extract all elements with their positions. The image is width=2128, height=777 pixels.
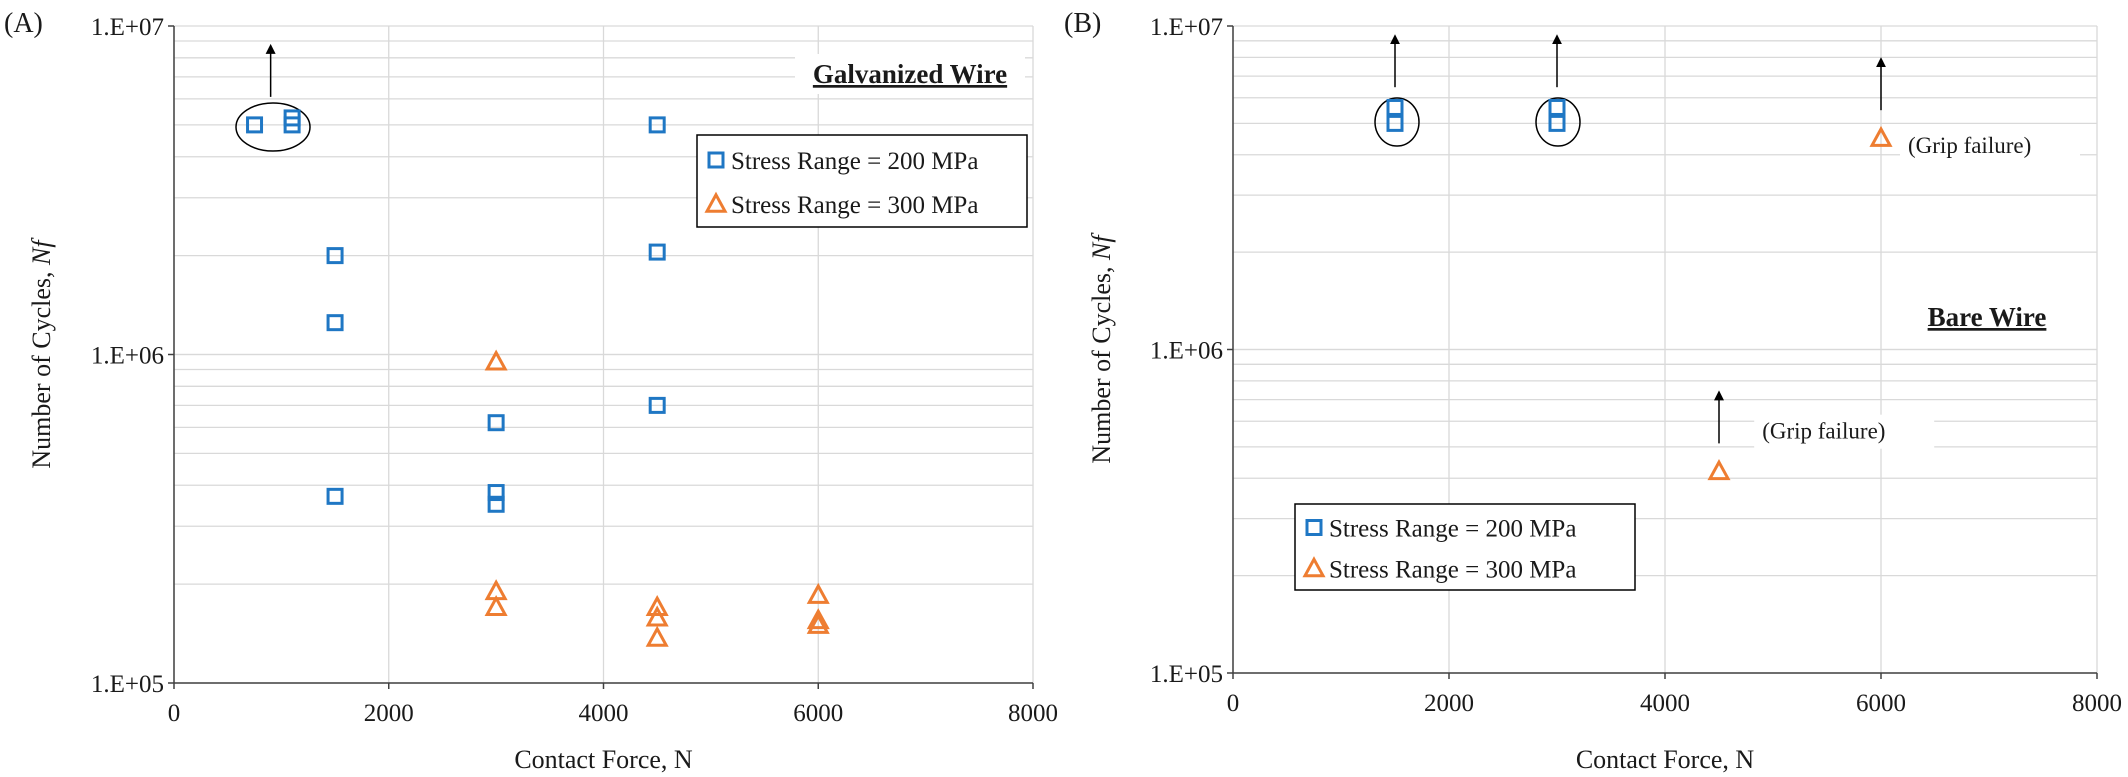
y-axis-label: Number of Cycles, Nf	[27, 237, 56, 469]
axes	[168, 25, 1034, 689]
chart-panel-bare: (B) 0 2000 4000 6000 80001.E+051.E+061.E+07 …	[1064, 8, 2122, 774]
axes	[1227, 25, 2098, 679]
runout-arrows	[1374, 34, 1886, 444]
legend-label-300: Stress Range = 300 MPa	[1329, 557, 1576, 584]
x-tick-label: 0	[168, 700, 181, 727]
data-point-triangle	[645, 594, 669, 616]
data-point-triangle	[806, 582, 830, 604]
legend-square-marker	[707, 151, 725, 169]
panel-label: (A)	[4, 8, 43, 39]
legend-square-marker	[1305, 519, 1323, 536]
y-tick-label: 1.E+06	[1150, 338, 1223, 365]
x-tick-label: 2000	[1424, 690, 1474, 717]
data-point-triangle	[806, 612, 830, 634]
data-point-square	[648, 396, 666, 414]
tick-labels: 0 2000 4000 6000 8000 1.E+05 1.E+06 1.E+07	[91, 14, 1058, 727]
x-tick-label: 4000	[579, 700, 629, 727]
x-tick-label: 6000	[793, 700, 843, 727]
data-point-square	[326, 487, 344, 505]
y-tick-label: 1.E+05	[1150, 661, 1223, 688]
annotation-text: (Grip failure)	[1762, 419, 1885, 444]
annotation-text: (Grip failure)	[1908, 133, 2031, 158]
y-axis-label-symbol: Nf	[1087, 232, 1116, 261]
data-point-square	[1548, 98, 1566, 116]
legend-item-200: Stress Range = 200 MPa	[1305, 516, 1576, 543]
annotations: (Grip failure) (Grip failure)	[1754, 128, 2080, 449]
data-point-triangle	[806, 608, 830, 630]
legend-label-300: Stress Range = 300 MPa	[731, 192, 978, 219]
runout-circle	[1374, 97, 1420, 147]
chart-title-box: Galvanized Wire	[795, 54, 1025, 94]
legend-item-300: Stress Range = 300 MPa	[1302, 556, 1576, 584]
data-point-triangle	[1707, 459, 1731, 481]
x-tick-label: 2000	[364, 700, 414, 727]
x-tick-label: 8000	[2072, 690, 2122, 717]
panel-label: (B)	[1064, 8, 1101, 39]
legend-label-200: Stress Range = 200 MPa	[731, 148, 978, 175]
chart-title: Bare Wire	[1928, 302, 2047, 332]
chart-title: Galvanized Wire	[813, 59, 1007, 89]
x-tick-label: 4000	[1640, 690, 1690, 717]
data-points	[1386, 98, 1893, 481]
data-point-square	[487, 495, 505, 513]
y-axis-label-text: Number of Cycles,	[27, 265, 56, 469]
grid	[173, 25, 1034, 684]
data-point-triangle	[484, 349, 508, 371]
data-points	[246, 109, 830, 647]
y-tick-label: 1.E+07	[1150, 14, 1223, 41]
data-point-square	[283, 109, 301, 127]
chart-title-box: Bare Wire	[1917, 297, 2057, 337]
data-point-square	[487, 484, 505, 502]
legend: Stress Range = 200 MPa Stress Range = 30…	[696, 134, 1028, 228]
data-point-square	[246, 116, 264, 134]
x-axis-label: Contact Force, N	[514, 745, 693, 774]
runout-circle	[1535, 97, 1581, 147]
chart-panel-galvanized: (A) 0 2000 4000 6000 80001.E+051.E+061.E+07 …	[4, 8, 1058, 774]
legend-item-300: Stress Range = 300 MPa	[704, 191, 978, 219]
data-point-triangle	[1869, 125, 1893, 147]
data-point-square	[1386, 98, 1404, 116]
data-point-square	[326, 314, 344, 332]
data-point-triangle	[645, 605, 669, 627]
tick-labels: 0 2000 4000 6000 8000 1.E+05 1.E+06 1.E+07	[1150, 14, 2122, 717]
x-tick-label: 6000	[1856, 690, 1906, 717]
annotation-grip-failure-1: (Grip failure)	[1900, 128, 2080, 163]
data-point-square	[1386, 114, 1404, 132]
data-point-square	[487, 414, 505, 432]
legend-label-200: Stress Range = 200 MPa	[1329, 516, 1576, 543]
y-axis-label-text: Number of Cycles,	[1087, 260, 1116, 464]
legend-triangle-marker	[1302, 556, 1326, 578]
y-axis-label: Number of Cycles, Nf	[1087, 232, 1116, 464]
data-point-triangle	[645, 625, 669, 647]
y-tick-label: 1.E+07	[91, 14, 164, 41]
data-point-square	[648, 243, 666, 261]
data-point-square	[1548, 114, 1566, 132]
data-point-square	[648, 116, 666, 134]
runout-circle	[235, 102, 311, 152]
y-tick-label: 1.E+05	[91, 671, 164, 698]
data-point-triangle	[484, 594, 508, 616]
x-axis-label: Contact Force, N	[1576, 745, 1755, 774]
legend-triangle-marker	[704, 191, 728, 213]
y-axis-label-symbol: Nf	[27, 237, 56, 266]
y-tick-label: 1.E+06	[91, 343, 164, 370]
x-tick-label: 8000	[1008, 700, 1058, 727]
legend-item-200: Stress Range = 200 MPa	[707, 148, 978, 175]
legend: Stress Range = 200 MPa Stress Range = 30…	[1294, 503, 1636, 591]
runout-arrows	[235, 43, 311, 152]
data-point-square	[326, 247, 344, 265]
annotation-grip-failure-2: (Grip failure)	[1754, 414, 1935, 449]
x-tick-label: 0	[1227, 690, 1240, 717]
